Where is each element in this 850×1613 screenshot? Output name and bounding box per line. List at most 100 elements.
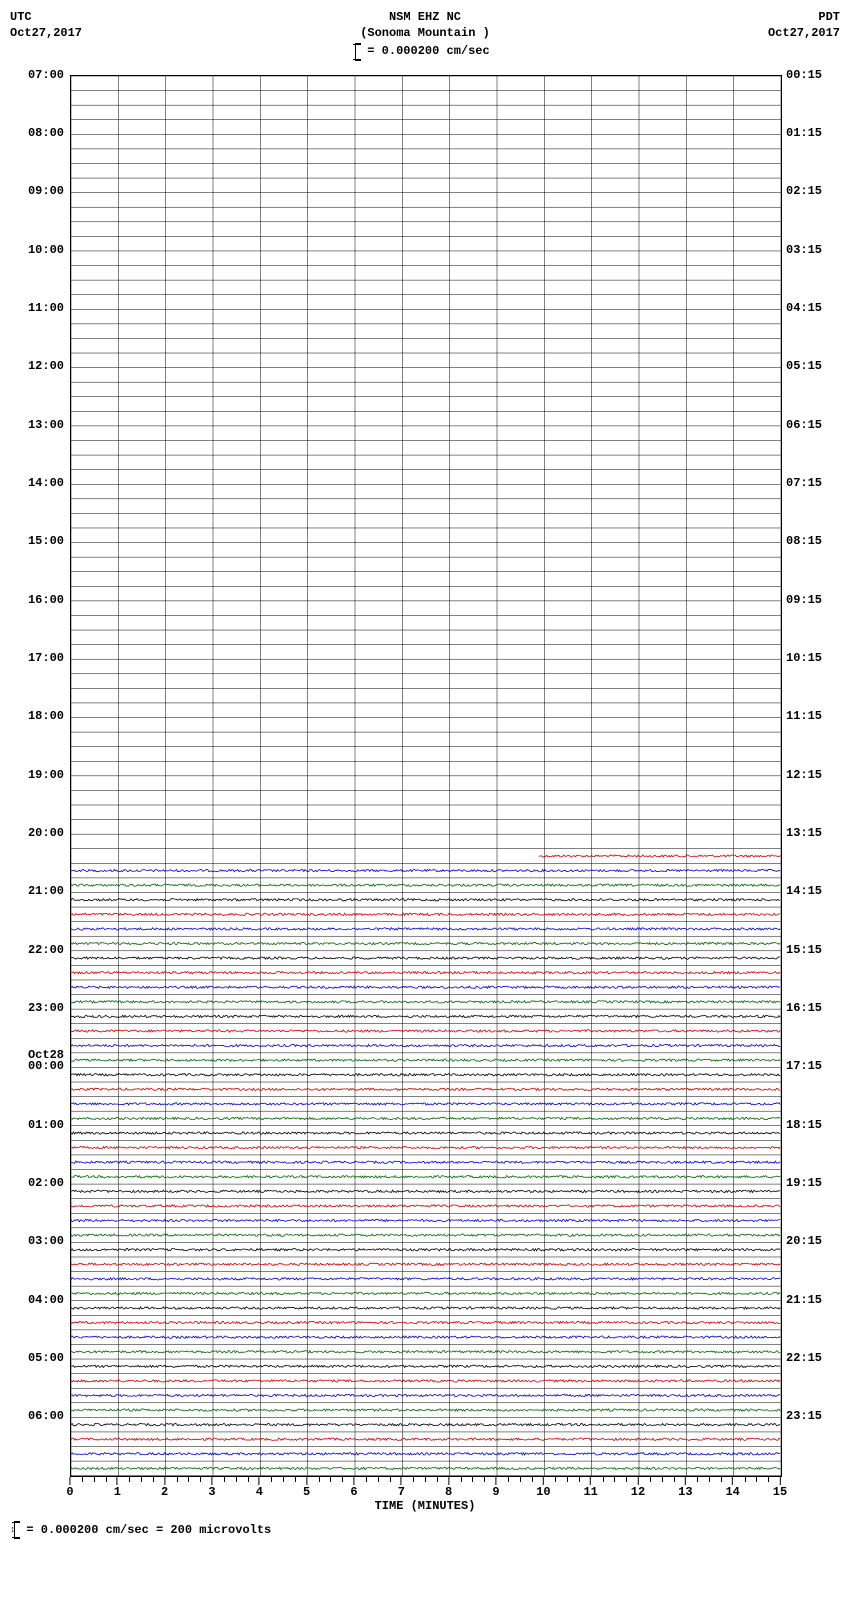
x-tick: 3: [208, 1477, 215, 1499]
x-tick: 10: [536, 1477, 550, 1499]
left-hour-label: 21:00: [28, 885, 64, 897]
right-hour-label: 10:15: [786, 652, 822, 664]
x-tick: 9: [492, 1477, 499, 1499]
x-tick: 14: [725, 1477, 739, 1499]
x-tick: 12: [631, 1477, 645, 1499]
x-tick: 2: [161, 1477, 168, 1499]
x-tick-label: 2: [161, 1485, 168, 1499]
right-hour-label: 15:15: [786, 944, 822, 956]
x-tick: 15: [773, 1477, 787, 1499]
x-tick-label: 10: [536, 1485, 550, 1499]
x-tick-label: 13: [678, 1485, 692, 1499]
right-hour-label: 19:15: [786, 1177, 822, 1189]
right-timezone: PDT: [768, 10, 840, 26]
left-hour-label: 22:00: [28, 944, 64, 956]
right-hour-label: 20:15: [786, 1235, 822, 1247]
right-hour-label: 16:15: [786, 1002, 822, 1014]
x-tick-label: 1: [114, 1485, 121, 1499]
left-hour-label: 19:00: [28, 769, 64, 781]
footer-scale: ↕ = 0.000200 cm/sec = 200 microvolts: [10, 1521, 840, 1539]
scale-indicator: = 0.000200 cm/sec: [360, 43, 489, 61]
left-hour-label: 23:00: [28, 1002, 64, 1014]
left-time-labels: 07:0008:0009:0010:0011:0012:0013:0014:00…: [10, 75, 68, 1475]
x-tick: 0: [66, 1477, 73, 1499]
right-hour-label: 02:15: [786, 185, 822, 197]
x-tick-label: 11: [583, 1485, 597, 1499]
left-hour-label: 12:00: [28, 360, 64, 372]
left-hour-label: 03:00: [28, 1235, 64, 1247]
seismogram-plot: [70, 75, 782, 1477]
x-tick: 13: [678, 1477, 692, 1499]
right-hour-label: 18:15: [786, 1119, 822, 1131]
left-hour-label: 01:00: [28, 1119, 64, 1131]
left-hour-label: 13:00: [28, 419, 64, 431]
x-tick-label: 15: [773, 1485, 787, 1499]
right-hour-label: 21:15: [786, 1294, 822, 1306]
station-location: (Sonoma Mountain ): [360, 26, 490, 42]
right-hour-label: 01:15: [786, 127, 822, 139]
plot-area: 07:0008:0009:0010:0011:0012:0013:0014:00…: [70, 75, 780, 1477]
x-tick: 7: [398, 1477, 405, 1499]
station-code: NSM EHZ NC: [360, 10, 490, 26]
x-tick: 1: [114, 1477, 121, 1499]
scale-bar-icon: [355, 43, 361, 61]
scale-bar-icon: [14, 1521, 20, 1539]
x-tick-label: 14: [725, 1485, 739, 1499]
x-tick: 5: [303, 1477, 310, 1499]
right-hour-label: 17:15: [786, 1060, 822, 1072]
x-tick-label: 3: [208, 1485, 215, 1499]
right-hour-label: 22:15: [786, 1352, 822, 1364]
footer-text: = 0.000200 cm/sec = 200 microvolts: [26, 1523, 271, 1537]
right-hour-label: 14:15: [786, 885, 822, 897]
right-hour-label: 06:15: [786, 419, 822, 431]
x-axis: TIME (MINUTES) 0123456789101112131415: [70, 1477, 780, 1517]
seismogram-svg: [71, 76, 781, 1476]
right-hour-label: 08:15: [786, 535, 822, 547]
left-hour-label: 08:00: [28, 127, 64, 139]
left-hour-label: 05:00: [28, 1352, 64, 1364]
left-hour-label: 00:00: [28, 1060, 64, 1072]
left-hour-label: 11:00: [28, 302, 64, 314]
right-hour-label: 12:15: [786, 769, 822, 781]
right-hour-label: 11:15: [786, 710, 822, 722]
left-hour-label: 16:00: [28, 594, 64, 606]
seismogram-container: UTC Oct27,2017 NSM EHZ NC (Sonoma Mounta…: [10, 10, 840, 1539]
x-tick: 11: [583, 1477, 597, 1499]
left-hour-label: 14:00: [28, 477, 64, 489]
left-hour-label: 10:00: [28, 244, 64, 256]
x-tick-label: 9: [492, 1485, 499, 1499]
right-hour-label: 13:15: [786, 827, 822, 839]
x-tick-label: 4: [256, 1485, 263, 1499]
left-hour-label: 02:00: [28, 1177, 64, 1189]
right-hour-label: 00:15: [786, 69, 822, 81]
left-hour-label: 06:00: [28, 1410, 64, 1422]
left-hour-label: 17:00: [28, 652, 64, 664]
right-hour-label: 04:15: [786, 302, 822, 314]
right-hour-label: 03:15: [786, 244, 822, 256]
x-axis-title: TIME (MINUTES): [375, 1499, 476, 1513]
left-hour-label: 20:00: [28, 827, 64, 839]
left-hour-label: 07:00: [28, 69, 64, 81]
left-hour-label: 09:00: [28, 185, 64, 197]
left-timezone: UTC: [10, 10, 82, 26]
x-tick-label: 8: [445, 1485, 452, 1499]
chart-header: UTC Oct27,2017 NSM EHZ NC (Sonoma Mounta…: [10, 10, 840, 67]
left-hour-label: 18:00: [28, 710, 64, 722]
x-tick: 4: [256, 1477, 263, 1499]
x-tick: 6: [350, 1477, 357, 1499]
right-time-labels: 00:1501:1502:1503:1504:1505:1506:1507:15…: [782, 75, 840, 1475]
scale-text: = 0.000200 cm/sec: [367, 44, 489, 60]
x-tick-label: 6: [350, 1485, 357, 1499]
x-tick-label: 7: [398, 1485, 405, 1499]
left-date: Oct27,2017: [10, 26, 82, 42]
right-hour-label: 23:15: [786, 1410, 822, 1422]
x-tick-label: 0: [66, 1485, 73, 1499]
x-tick-label: 5: [303, 1485, 310, 1499]
right-hour-label: 05:15: [786, 360, 822, 372]
x-tick: 8: [445, 1477, 452, 1499]
right-hour-label: 09:15: [786, 594, 822, 606]
right-hour-label: 07:15: [786, 477, 822, 489]
left-hour-label: 15:00: [28, 535, 64, 547]
right-date: Oct27,2017: [768, 26, 840, 42]
left-hour-label: 04:00: [28, 1294, 64, 1306]
